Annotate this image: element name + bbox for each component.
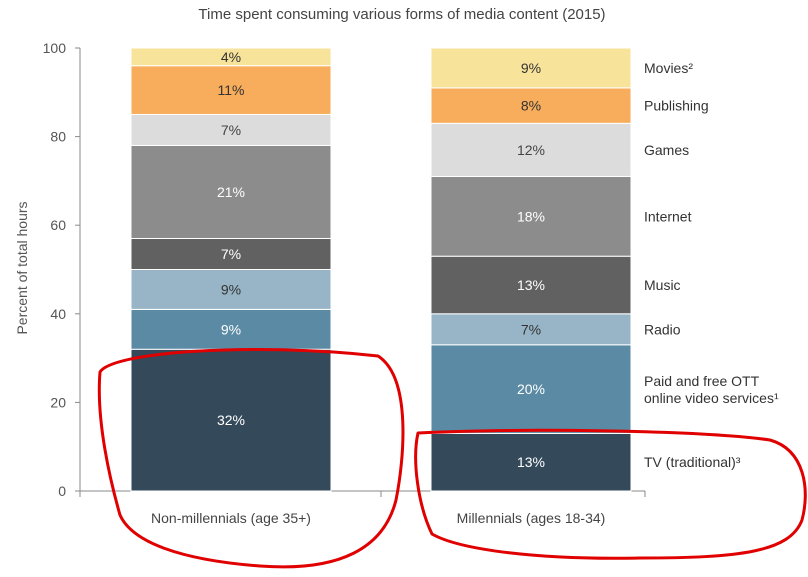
legend-label-movies: Movies² — [644, 60, 693, 76]
category-label: Non-millennials (age 35+) — [151, 510, 311, 526]
bar-segment-movies — [430, 47, 632, 89]
chart-title: Time spent consuming various forms of me… — [198, 6, 605, 23]
y-tick-label: 80 — [50, 129, 66, 145]
y-tick-label: 60 — [50, 217, 66, 233]
data-label: 13% — [517, 454, 545, 470]
data-label: 13% — [517, 277, 545, 293]
bar-segment-tv-traditional — [430, 432, 632, 492]
data-label: 12% — [517, 142, 545, 158]
y-tick-label: 100 — [43, 40, 67, 56]
bar-segment-games — [430, 122, 632, 177]
data-label: 4% — [221, 49, 241, 65]
y-axis-label: Percent of total hours — [14, 201, 30, 334]
data-label: 7% — [221, 122, 241, 138]
data-label: 7% — [221, 246, 241, 262]
bar-segment-music — [430, 255, 632, 315]
red-annotation-circle — [97, 347, 405, 569]
data-label: 18% — [517, 208, 545, 224]
bar-segment-movies — [130, 47, 332, 67]
red-annotation-circle — [414, 428, 807, 560]
bar-segment-publishing — [430, 87, 632, 124]
legend-label-radio: Radio — [644, 321, 681, 337]
bar-segment-paid-and-free-ott-online-video-services — [130, 308, 332, 350]
legend-label-paid-and-free-ott-online-video-services: Paid and free OTT online video services¹ — [644, 373, 779, 406]
data-label: 9% — [221, 321, 241, 337]
bar-segment-internet — [130, 144, 332, 239]
category-label: Millennials (ages 18-34) — [457, 510, 606, 526]
legend-label-publishing: Publishing — [644, 98, 709, 114]
data-label: 7% — [521, 321, 541, 337]
bar-segment-radio — [130, 269, 332, 310]
data-label: 9% — [221, 281, 241, 297]
data-label: 9% — [521, 60, 541, 76]
bar-segment-internet — [430, 175, 632, 257]
data-label: 20% — [517, 381, 545, 397]
y-tick-label: 0 — [58, 483, 66, 499]
legend-label-internet: Internet — [644, 208, 692, 224]
data-label: 8% — [521, 98, 541, 114]
y-tick-label: 20 — [50, 394, 66, 410]
legend-label-music: Music — [644, 277, 681, 293]
bar-segment-music — [130, 237, 332, 271]
bar-segment-radio — [430, 313, 632, 346]
legend-label-games: Games — [644, 142, 689, 158]
bar-segment-tv-traditional — [130, 348, 332, 492]
data-label: 11% — [218, 82, 245, 98]
y-tick-label: 40 — [50, 306, 66, 322]
bar-segment-paid-and-free-ott-online-video-services — [430, 344, 632, 434]
data-label: 21% — [217, 184, 245, 200]
legend-label-tv-traditional: TV (traditional)³ — [644, 454, 741, 470]
data-label: 32% — [217, 412, 245, 428]
